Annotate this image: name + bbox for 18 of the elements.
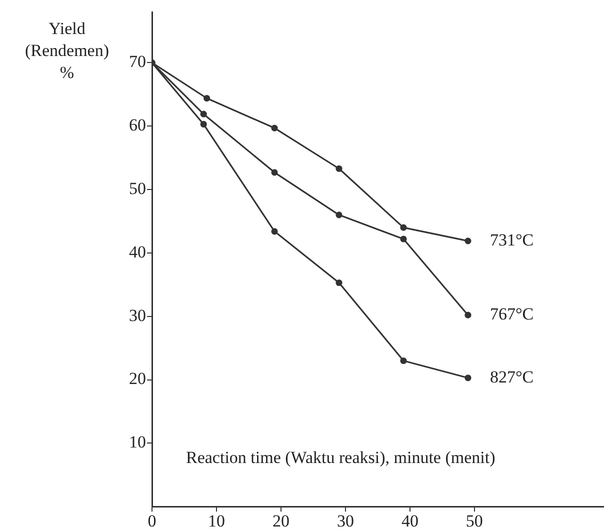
x-tick-label: 20 bbox=[272, 511, 290, 530]
y-tick-label: 30 bbox=[129, 306, 146, 325]
x-tick-label: 10 bbox=[208, 511, 225, 530]
x-tick-label: 50 bbox=[466, 511, 483, 530]
y-axis-title: Yield (Rendemen) % bbox=[24, 18, 110, 84]
series-label: 827°C bbox=[490, 367, 534, 386]
series-label: 731°C bbox=[490, 230, 534, 250]
y-tick-label: 50 bbox=[129, 179, 146, 198]
y-tick-label: 40 bbox=[129, 242, 146, 262]
x-tick-label: 0 bbox=[148, 511, 156, 530]
y-tick-label: 60 bbox=[129, 116, 146, 135]
y-tick-label: 10 bbox=[129, 432, 146, 452]
x-axis-title: Reaction time (Waktu reaksi), minute (menit) bbox=[186, 448, 496, 468]
y-tick-label: 70 bbox=[129, 52, 146, 72]
x-tick-label: 30 bbox=[336, 511, 354, 530]
x-tick-label: 40 bbox=[401, 511, 418, 530]
y-tick-label: 20 bbox=[129, 369, 146, 388]
series-label: 767°C bbox=[490, 304, 534, 324]
